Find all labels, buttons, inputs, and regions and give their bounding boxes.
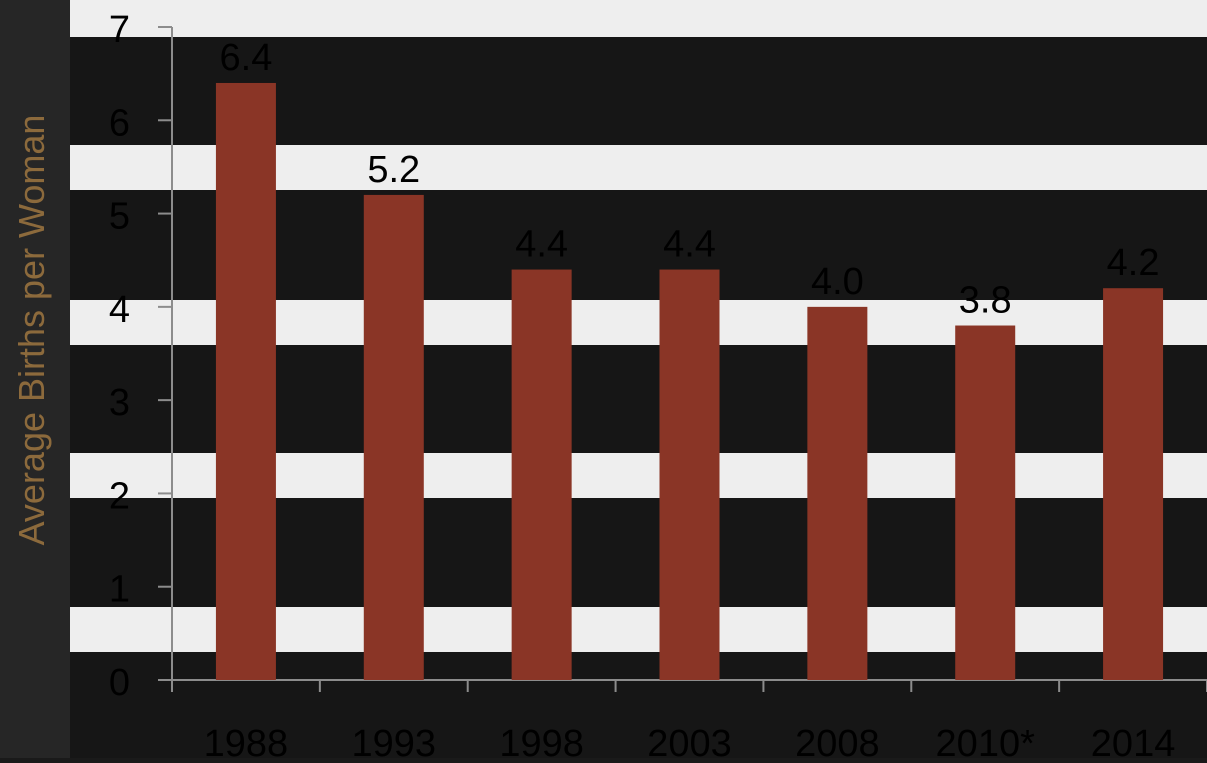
data-labels: 6.4 5.2 4.4 4.4 4.0 3.8 4.2 [220,37,1160,322]
y-tick-label: 0 [109,662,130,704]
bar [363,194,424,680]
y-tick-label: 3 [109,382,130,424]
y-axis-label: Average Births per Woman [11,115,52,546]
data-label: 3.8 [959,280,1012,322]
data-label: 4.0 [811,261,864,303]
y-tick-label: 7 [109,9,130,51]
x-tick-label: 1993 [352,723,437,758]
x-tick-label: 2008 [795,723,880,758]
data-label: 5.2 [367,149,420,191]
bar [807,306,868,680]
y-tick-label: 4 [109,289,130,331]
bar [659,269,720,680]
background-stripe [0,300,1207,345]
y-tick-label: 2 [109,475,130,517]
x-tick-label: 1998 [499,723,584,758]
y-tick-label: 1 [109,569,130,611]
y-tick-label: 5 [109,196,130,238]
x-tick-label: 2003 [647,723,732,758]
y-tick-label: 6 [109,102,130,144]
data-label: 4.4 [663,224,716,266]
background-stripe [0,453,1207,498]
background-stripe [0,145,1207,190]
x-tick-label: 2014 [1091,723,1176,758]
data-label: 4.2 [1107,242,1160,284]
bar [511,269,572,680]
background-stripe [0,607,1207,652]
x-tick-label: 1988 [204,723,289,758]
bar [215,82,276,680]
data-label: 4.4 [515,224,568,266]
data-label: 6.4 [220,37,273,79]
axes: 0 1 2 3 4 5 6 7 1988 1993 1998 2003 2008 2010* 2014 [109,9,1207,763]
bars [215,82,1164,680]
bar [955,325,1016,680]
left-panel [0,0,70,758]
x-tick-label: 2010* [936,723,1036,758]
background-stripe [0,0,1207,37]
bar [1103,288,1164,680]
